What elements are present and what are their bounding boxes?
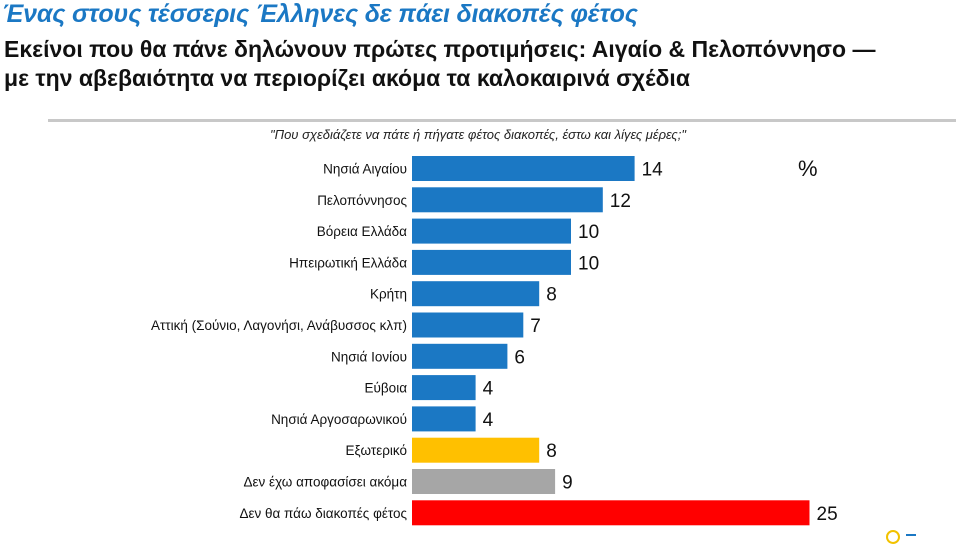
- unit-label: %: [798, 156, 818, 181]
- category-label: Νησιά Αιγαίου: [323, 162, 407, 177]
- logo-ring-icon: [886, 530, 900, 544]
- bar: [412, 156, 635, 181]
- category-label: Νησιά Ιονίου: [331, 349, 407, 364]
- data-label: 4: [483, 410, 494, 431]
- data-label: 14: [642, 160, 664, 181]
- bar: [412, 281, 540, 307]
- bar: [412, 218, 571, 244]
- subtitle-line-2: με την αβεβαιότητα να περιορίζει ακόμα τ…: [4, 65, 690, 91]
- category-label: Κρήτη: [370, 287, 407, 302]
- subtitle-line-1: Εκείνοι που θα πάνε δηλώνουν πρώτες προτ…: [4, 36, 876, 62]
- bar: [412, 469, 556, 494]
- data-label: 8: [546, 441, 557, 462]
- page-subtitle: Εκείνοι που θα πάνε δηλώνουν πρώτες προτ…: [4, 35, 875, 93]
- page-title: Ένας στους τέσσερις Έλληνες δε πάει διακ…: [2, 0, 638, 28]
- category-label: Βόρεια Ελλάδα: [317, 224, 407, 239]
- category-label: Αττική (Σούνιο, Λαγονήσι, Ανάβυσσος κλπ): [151, 318, 407, 333]
- data-label: 10: [578, 222, 599, 243]
- bar: [412, 500, 810, 526]
- data-label: 10: [578, 253, 599, 274]
- bar: [412, 343, 508, 369]
- logo-bar-icon: [906, 534, 916, 536]
- data-label: 7: [530, 316, 541, 337]
- category-label: Ηπειρωτική Ελλάδα: [289, 255, 407, 270]
- chart-title: "Που σχεδιάζετε να πάτε ή πήγατε φέτος δ…: [270, 127, 686, 142]
- category-label: Δεν θα πάω διακοπές φέτος: [239, 506, 407, 521]
- divider: [48, 119, 956, 122]
- bar: [412, 437, 540, 463]
- data-label: 8: [546, 285, 557, 306]
- data-label: 12: [610, 191, 631, 212]
- data-label: 4: [483, 379, 494, 400]
- category-label: Πελοπόννησος: [317, 193, 407, 208]
- category-label: Εύβοια: [365, 381, 408, 396]
- bar: [412, 249, 571, 275]
- category-label: Δεν έχω αποφασίσει ακόμα: [244, 475, 408, 490]
- data-label: 9: [562, 473, 573, 494]
- category-label: Εξωτερικό: [345, 443, 407, 458]
- bar: [412, 312, 524, 338]
- category-label: Νησιά Αργοσαρωνικού: [271, 412, 407, 427]
- data-label: 6: [514, 347, 525, 368]
- data-label: 25: [817, 504, 838, 525]
- bar: [412, 406, 476, 432]
- bar: [412, 187, 603, 213]
- bar: [412, 375, 476, 401]
